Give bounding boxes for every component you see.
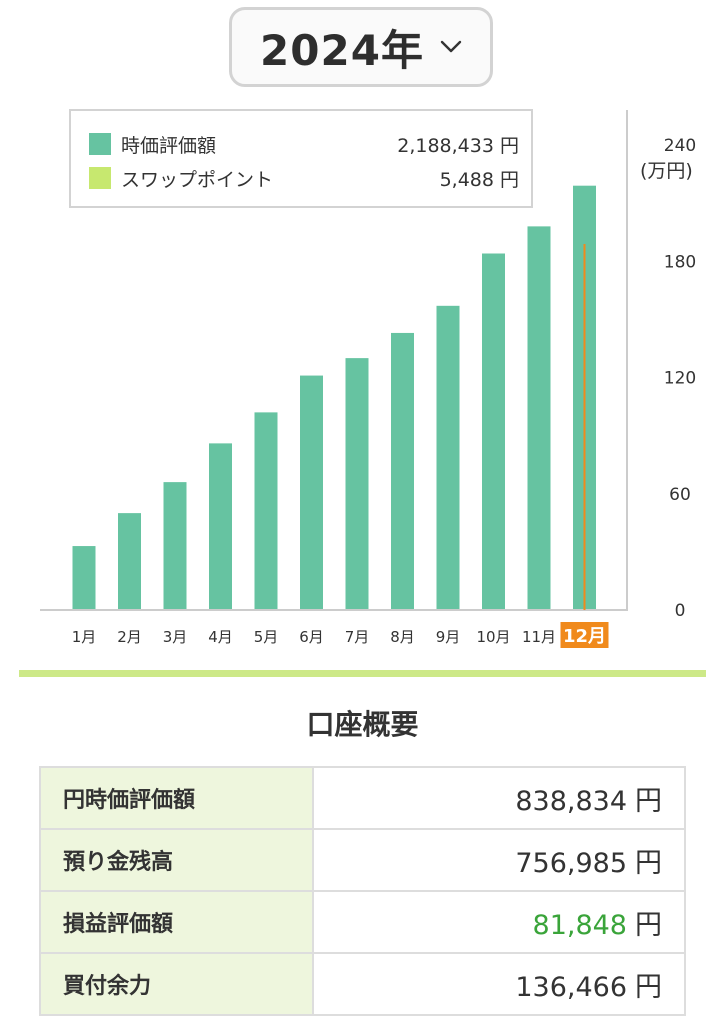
- bar-6月[interactable]: [300, 375, 323, 610]
- y-tick-label: 180: [664, 252, 696, 272]
- row-value: 838,834 円: [312, 766, 686, 830]
- row-value: 136,466 円: [312, 952, 686, 1016]
- x-label-highlight: [560, 622, 609, 648]
- chart-legend: 時価評価額 2,188,433 円 スワップポイント 5,488 円: [69, 109, 533, 208]
- value-number: 136,466: [515, 971, 627, 1003]
- x-tick-label: 11月: [522, 628, 556, 646]
- legend-label: 時価評価額: [121, 134, 217, 157]
- y-tick-label: 120: [664, 369, 696, 389]
- x-tick-label: 6月: [299, 628, 324, 646]
- x-tick-label: 10月: [476, 628, 510, 646]
- section-divider: [19, 670, 706, 677]
- x-tick-label: 7月: [345, 628, 370, 646]
- bar-10月[interactable]: [482, 253, 505, 611]
- legend-swatch-market-value: [89, 133, 111, 155]
- value-number: 81,848: [532, 909, 627, 941]
- y-axis-unit: (万円): [640, 160, 693, 182]
- table-row: 円時価評価額 838,834 円: [39, 766, 686, 830]
- bar-9月[interactable]: [436, 305, 460, 610]
- summary-title: 口座概要: [306, 708, 419, 741]
- row-label: 預り金残高: [39, 828, 314, 892]
- value-number: 756,985: [515, 847, 627, 879]
- chevron-down-icon: [440, 40, 462, 53]
- legend-value: 5,488 円: [439, 168, 519, 191]
- value-unit: 円: [635, 909, 662, 941]
- legend-item-swap-point: スワップポイント 5,488 円: [89, 163, 519, 193]
- legend-label: スワップポイント: [121, 168, 274, 191]
- legend-item-market-value: 時価評価額 2,188,433 円: [89, 129, 519, 159]
- y-tick-label: 60: [669, 485, 691, 505]
- bars-group: [72, 185, 596, 611]
- x-tick-label: 8月: [390, 628, 415, 646]
- bar-4月[interactable]: [209, 443, 232, 610]
- bar-8月[interactable]: [391, 332, 414, 610]
- value-unit: 円: [635, 785, 662, 817]
- bar-1月[interactable]: [72, 546, 96, 610]
- legend-swatch-swap-point: [89, 167, 111, 189]
- x-tick-label: 4月: [208, 628, 233, 646]
- row-label: 損益評価額: [39, 890, 314, 954]
- row-label: 円時価評価額: [39, 766, 314, 830]
- bar-11月[interactable]: [527, 226, 551, 610]
- x-tick-label: 12月: [563, 626, 606, 647]
- value-number: 838,834: [515, 785, 627, 817]
- x-tick-label: 2月: [117, 628, 142, 646]
- bar-3月[interactable]: [163, 482, 187, 610]
- value-unit: 円: [635, 847, 662, 879]
- account-summary-table: 円時価評価額 838,834 円 預り金残高 756,985 円 損益評価額 81,…: [39, 766, 686, 1016]
- row-value: 81,848 円: [312, 890, 686, 954]
- monthly-bar-chart[interactable]: 0 60 120 180 240 1月 2月 3月 4月 5月 6月 7月 8月 9月 10月 11月 12月: [0, 100, 725, 660]
- x-labels-group: 1月 2月 3月 4月 5月 6月 7月 8月 9月 10月 11月 12月: [72, 622, 609, 648]
- x-tick-label: 1月: [72, 628, 97, 646]
- bar-5月[interactable]: [254, 412, 278, 610]
- bar-2月[interactable]: [118, 513, 141, 610]
- legend-value: 2,188,433 円: [397, 134, 519, 157]
- year-label: 2024年: [260, 25, 424, 75]
- bar-7月[interactable]: [345, 358, 369, 610]
- year-selector[interactable]: 2024年: [229, 7, 493, 87]
- value-unit: 円: [635, 971, 662, 1003]
- table-row: 預り金残高 756,985 円: [39, 828, 686, 892]
- y-tick-label: 0: [675, 601, 686, 621]
- x-tick-label: 5月: [254, 628, 279, 646]
- x-tick-label: 9月: [436, 628, 461, 646]
- y-ticks-group: 0 60 120 180 240: [664, 136, 696, 621]
- table-row: 損益評価額 81,848 円: [39, 890, 686, 954]
- y-tick-label: 240: [664, 136, 696, 156]
- table-row: 買付余力 136,466 円: [39, 952, 686, 1016]
- x-tick-label: 3月: [163, 628, 188, 646]
- row-label: 買付余力: [39, 952, 314, 1016]
- row-value: 756,985 円: [312, 828, 686, 892]
